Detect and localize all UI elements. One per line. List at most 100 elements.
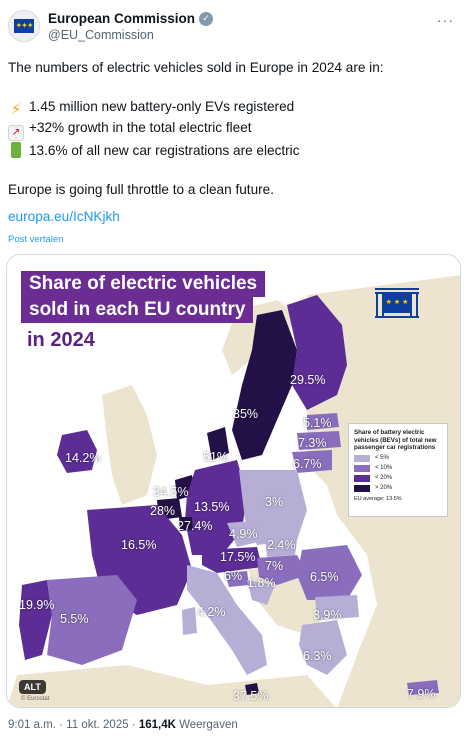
label-denmark: 51% [203,450,229,464]
battery-icon [11,142,21,158]
hungary-shape [257,555,307,585]
eu-commission-logo: ★ ★ ★ [373,279,421,319]
legend-swatch-4 [354,484,370,492]
legend-swatch-3 [354,474,370,482]
label-italy: 4.2% [197,605,226,619]
label-spain: 5.5% [60,612,89,626]
legend-label-1: < 5% [375,455,389,461]
eu-flag-icon: ✦✦✦ [14,19,34,33]
label-lithuania: 6.7% [293,457,322,471]
tweet-image[interactable]: Share of electric vehicles sold in each … [6,254,461,708]
spain-shape [47,575,137,665]
label-latvia: 7.3% [298,436,327,450]
latvia-shape [297,431,341,450]
bullet-3-text: 13.6% of all new car registrations are e… [29,143,300,158]
label-cyprus: 7.9% [407,687,436,701]
legend-label-3: < 20% [375,475,393,481]
label-slovakia: 2.4% [267,538,296,552]
czechia-shape [227,520,267,547]
sweden-shape [232,310,297,460]
finland-shape [287,295,347,410]
tweet-closing: Europe is going full throttle to a clean… [8,182,274,197]
cyprus-shape [407,680,439,695]
north-africa [7,665,336,707]
denmark-shape [207,427,229,460]
legend-label-2: < 10% [375,465,393,471]
slovakia-shape [265,537,297,557]
legend-label-4: > 20% [375,485,393,491]
legend-swatch-2 [354,464,370,472]
romania-shape [297,545,362,600]
account-handle[interactable]: @EU_Commission [48,28,154,42]
label-sweden: 35% [233,407,259,421]
malta-shape [245,683,259,695]
luxembourg-shape [179,517,193,531]
tweet-bullet-3: 13.6% of all new car registrations are e… [8,141,458,161]
legend-title: Share of battery electric vehicles (BEVs… [354,429,437,451]
verified-badge-icon: ✓ [199,11,214,26]
alt-text-button[interactable]: ALT [19,680,46,694]
legend-eu-average: EU average: 13.5% [354,495,402,502]
estonia-shape [307,413,339,430]
legend-item-2: < 10% [354,464,442,472]
label-finland: 29.5% [290,373,326,387]
more-icon[interactable]: ··· [437,12,454,28]
tweet-line-intro: The numbers of electric vehicles sold in… [8,60,384,75]
account-name-row[interactable]: European Commission ✓ [48,11,214,26]
tweet-text: The numbers of electric vehicles sold in… [8,58,458,200]
label-czechia: 4.9% [229,527,258,541]
tweet-meta: 9:01 a.m. · 11 okt. 2025 · 161,4K Weerga… [8,719,238,731]
label-portugal: 19.9% [19,598,55,612]
views-label: Weergaven [175,719,238,731]
label-hungary: 7% [265,559,284,573]
slovenia-shape [225,571,249,587]
legend-item-4: > 20% [354,484,442,492]
map-title-line-2: sold in each EU country [21,297,254,323]
label-estonia: 5.1% [303,416,332,430]
label-luxembourg: 27.4% [177,519,213,533]
article-link[interactable]: europa.eu/IcNKjkh [8,209,120,224]
label-netherlands: 34.5% [153,485,189,499]
bulgaria-shape [315,595,359,620]
bullet-1-text: 1.45 million new battery-only EVs regist… [29,99,295,114]
translate-post-link[interactable]: Post vertalen [8,234,64,245]
map-year: in 2024 [27,329,95,351]
label-ireland: 14.2% [65,451,101,465]
legend-item-3: < 20% [354,474,442,482]
portugal-shape [19,580,52,660]
label-germany: 13.5% [194,500,230,514]
label-greece: 6.3% [303,649,332,663]
label-france: 16.5% [121,538,157,552]
account-name[interactable]: European Commission [48,11,196,26]
tweet-timestamp[interactable]: 9:01 a.m. · 11 okt. 2025 · [8,719,139,731]
label-croatia: 1.8% [247,576,276,590]
chart-increasing-icon: ↗ [8,125,24,141]
croatia-shape [247,580,275,605]
label-belgium: 28% [150,504,176,518]
label-bulgaria: 3.9% [313,608,342,622]
map-legend: Share of battery electric vehicles (BEVs… [348,423,448,517]
label-austria: 17.5% [220,550,256,564]
great-britain [102,385,157,505]
view-count: 161,4K [138,719,176,731]
lithuania-shape [292,450,332,473]
sardinia-shape [182,607,197,635]
label-romania: 6.5% [310,570,339,584]
label-slovenia: 6% [224,569,243,583]
bullet-2-text: +32% growth in the total electric fleet [29,120,252,135]
lightning-icon: ⚡ [10,101,22,118]
legend-swatch-1 [354,454,370,462]
tweet-header: ✦✦✦ European Commission ✓ @EU_Commission… [0,0,468,50]
tweet-bullet-1: ⚡ 1.45 million new battery-only EVs regis… [8,97,458,118]
austria-shape [202,547,262,573]
eurostat-credit: © Eurostat [21,696,50,702]
legend-item-1: < 5% [354,454,442,462]
greece-shape [299,620,347,675]
map-title-line-1: Share of electric vehicles [21,271,266,297]
avatar[interactable]: ✦✦✦ [8,10,40,42]
label-malta: 37.5% [233,689,269,703]
tweet-bullet-2: ↗ +32% growth in the total electric fleet [8,118,458,141]
label-poland: 3% [265,495,284,509]
italy-shape [187,565,267,675]
ireland-shape [57,430,97,473]
